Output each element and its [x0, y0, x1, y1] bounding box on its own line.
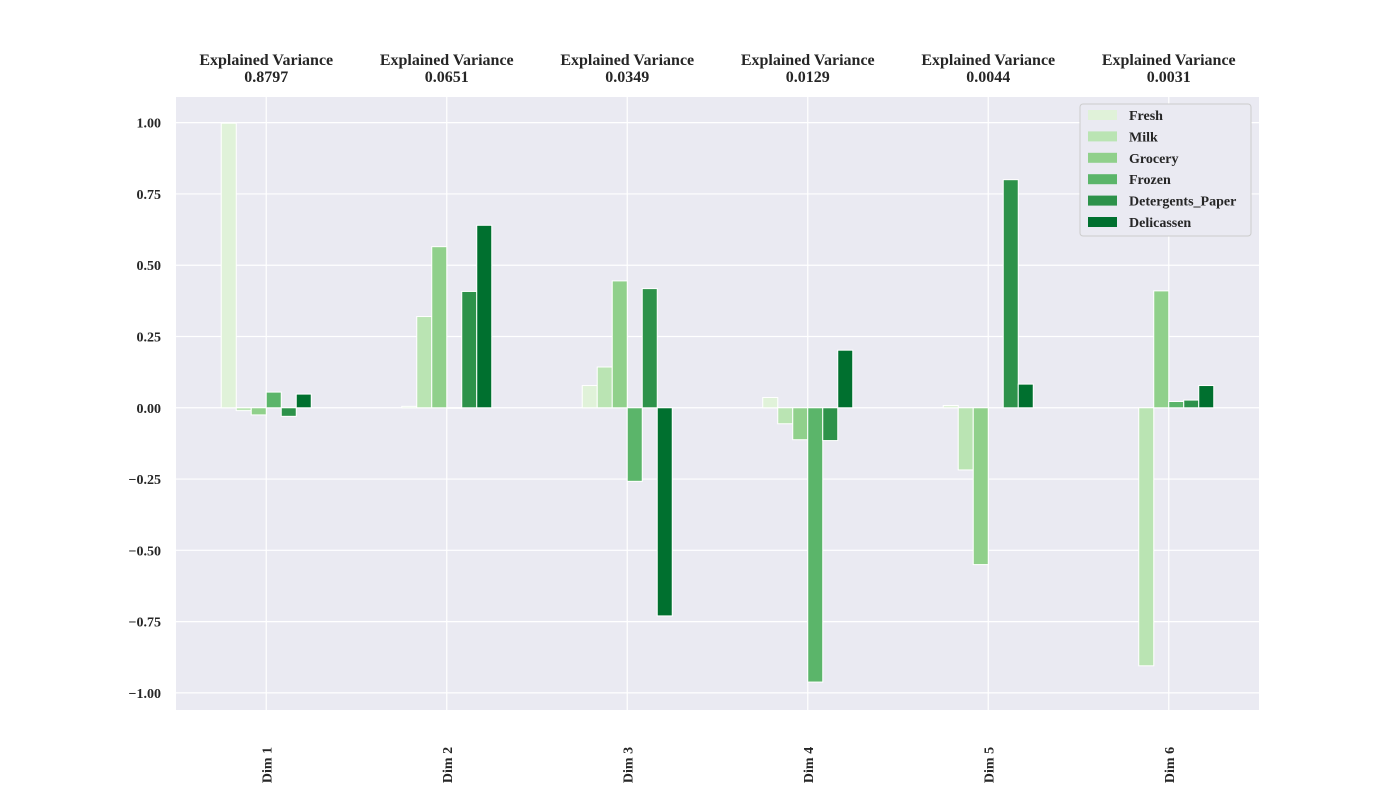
- bar-detergents-paper-dim-3: [641, 288, 658, 409]
- bar-milk-dim-3: [596, 366, 613, 409]
- bars: [220, 122, 1215, 683]
- x-tick-label: Dim 5: [982, 747, 997, 783]
- bar-milk-dim-4: [777, 407, 794, 425]
- y-tick-label: −0.50: [129, 544, 161, 559]
- legend-swatch-frozen: [1088, 174, 1117, 185]
- explained-variance-title: Explained Variance: [1102, 52, 1236, 69]
- x-tick-label: Dim 6: [1163, 747, 1178, 783]
- bar-delicassen-dim-1: [295, 393, 312, 409]
- bar-detergents-paper-dim-4: [822, 407, 839, 442]
- x-tick-label: Dim 4: [802, 747, 817, 783]
- legend-label-detergents-paper: Detergents_Paper: [1129, 195, 1236, 210]
- bar-grocery-dim-5: [972, 407, 989, 566]
- bar-fresh-dim-3: [581, 385, 598, 409]
- explained-variance-value: 0.0129: [786, 69, 830, 86]
- bar-frozen-dim-1: [265, 391, 282, 409]
- bar-detergents-paper-dim-2: [461, 290, 478, 409]
- legend-swatch-delicassen: [1088, 217, 1117, 227]
- explained-variance-title: Explained Variance: [560, 52, 694, 69]
- bar-delicassen-dim-5: [1017, 383, 1034, 409]
- bar-frozen-dim-6: [1168, 401, 1185, 409]
- legend-swatch-fresh: [1088, 110, 1117, 120]
- plot-background: [176, 97, 1259, 710]
- explained-variance-value: 0.0349: [605, 69, 649, 86]
- bar-grocery-dim-2: [431, 246, 448, 409]
- legend-swatch-milk: [1088, 131, 1117, 142]
- bar-frozen-dim-4: [807, 407, 824, 683]
- explained-variance-title: Explained Variance: [199, 52, 333, 69]
- explained-variance-value: 0.0651: [425, 69, 469, 86]
- bar-fresh-dim-5: [942, 404, 959, 409]
- bar-detergents-paper-dim-5: [1002, 179, 1019, 409]
- explained-variance-value: 0.0031: [1147, 69, 1191, 86]
- bar-detergents-paper-dim-1: [280, 407, 297, 417]
- x-tick-label: Dim 1: [260, 747, 275, 783]
- bar-delicassen-dim-3: [656, 407, 673, 617]
- legend-label-milk: Milk: [1129, 130, 1158, 145]
- bar-fresh-dim-1: [220, 122, 237, 409]
- legend-label-frozen: Frozen: [1129, 173, 1171, 188]
- bar-grocery-dim-6: [1153, 290, 1170, 409]
- explained-variance-title: Explained Variance: [380, 52, 514, 69]
- bar-frozen-dim-2: [446, 407, 463, 409]
- y-tick-label: 0.50: [137, 259, 162, 274]
- y-tick-label: 0.75: [137, 188, 162, 203]
- y-tick-label: −0.25: [129, 473, 161, 488]
- bar-delicassen-dim-6: [1198, 385, 1215, 409]
- bar-milk-dim-6: [1138, 407, 1155, 667]
- explained-variance-title: Explained Variance: [741, 52, 875, 69]
- bar-delicassen-dim-4: [837, 349, 854, 409]
- legend-label-fresh: Fresh: [1129, 109, 1163, 124]
- y-tick-label: −0.75: [129, 616, 161, 631]
- bar-grocery-dim-1: [250, 407, 267, 416]
- explained-variance-title: Explained Variance: [921, 52, 1055, 69]
- legend: Fresh Milk Grocery Frozen Detergents_Paper De…: [1079, 103, 1252, 237]
- legend-label-grocery: Grocery: [1129, 152, 1179, 167]
- y-tick-labels: 1.00 0.75 0.50 0.25 0.00 −0.25 −0.50 −0.75 −1.00: [129, 117, 161, 702]
- y-tick-label: 0.25: [137, 330, 162, 345]
- x-tick-label: Dim 2: [441, 747, 456, 783]
- x-tick-label: Dim 3: [621, 747, 636, 783]
- y-tick-label: −1.00: [129, 687, 161, 702]
- bar-grocery-dim-4: [792, 407, 809, 441]
- explained-variance-value: 0.8797: [244, 69, 288, 86]
- bar-fresh-dim-2: [401, 405, 418, 409]
- y-tick-label: 1.00: [137, 117, 162, 132]
- bar-fresh-dim-4: [762, 397, 779, 409]
- explained-variance-value: 0.0044: [966, 69, 1010, 86]
- legend-swatch-detergents-paper: [1088, 195, 1117, 206]
- bar-frozen-dim-3: [626, 407, 643, 482]
- x-tick-labels: Dim 1 Dim 2 Dim 3 Dim 4 Dim 5 Dim 6: [260, 747, 1178, 783]
- bar-detergents-paper-dim-6: [1183, 399, 1200, 409]
- bar-milk-dim-1: [235, 407, 252, 412]
- bar-grocery-dim-3: [611, 280, 628, 409]
- bar-milk-dim-2: [416, 316, 433, 409]
- legend-box: [1079, 103, 1252, 237]
- legend-label-delicassen: Delicassen: [1129, 216, 1191, 231]
- bar-delicassen-dim-2: [476, 224, 493, 409]
- legend-swatch-grocery: [1088, 152, 1117, 163]
- bar-milk-dim-5: [957, 407, 974, 471]
- y-tick-label: 0.00: [137, 402, 162, 417]
